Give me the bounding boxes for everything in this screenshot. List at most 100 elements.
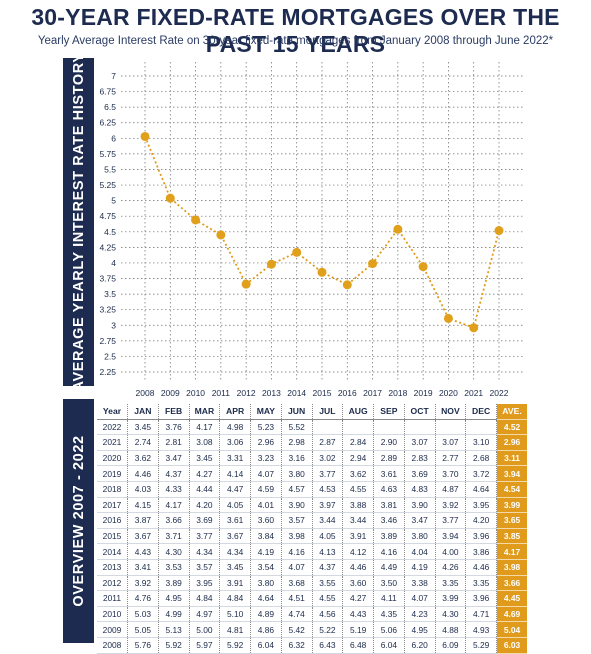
rate-cell: 3.66 (158, 512, 190, 529)
rate-cell: 5.03 (127, 606, 159, 623)
rate-cell: 3.07 (404, 434, 436, 451)
rate-cell: 3.16 (281, 450, 313, 467)
month-column-header: JAN (127, 404, 159, 420)
average-cell: 6.03 (496, 637, 527, 654)
rate-cell: 3.89 (373, 528, 405, 545)
rate-cell: 4.27 (342, 590, 374, 607)
table-row: 2014 4.43 4.30 4.34 4.34 4.19 4.16 4.13 4.12 4.16… (97, 543, 527, 560)
x-tick-label: 2017 (363, 388, 382, 398)
x-tick-label: 2008 (136, 388, 155, 398)
month-column-header: APR (219, 404, 251, 420)
rate-cell: 5.29 (465, 637, 497, 654)
data-point (443, 313, 453, 323)
rate-cell: 4.07 (281, 559, 313, 576)
rate-cell (373, 419, 405, 436)
rate-cell: 3.06 (219, 434, 251, 451)
rate-cell: 4.49 (373, 559, 405, 576)
data-point (191, 215, 201, 225)
year-cell: 2010 (97, 606, 128, 623)
month-column-header: AUG (342, 404, 374, 420)
y-tick-label: 5.75 (99, 149, 116, 159)
rate-cell: 3.77 (189, 528, 221, 545)
rate-cell: 4.57 (281, 481, 313, 498)
rate-cell: 3.67 (219, 528, 251, 545)
rate-cell: 4.14 (219, 465, 251, 482)
y-tick-label: 2.25 (99, 367, 116, 377)
rate-cell: 2.81 (158, 434, 190, 451)
y-tick-label: 4.5 (104, 227, 116, 237)
rate-cell: 4.01 (250, 497, 282, 514)
rate-cell: 3.77 (312, 465, 344, 482)
x-tick-label: 2022 (490, 388, 509, 398)
y-tick-label: 7 (111, 71, 116, 81)
rate-cell (342, 419, 374, 436)
rate-cell: 3.84 (250, 528, 282, 545)
year-cell: 2020 (97, 450, 128, 467)
table-side-banner: OVERVIEW 2007 - 2022 (63, 399, 94, 643)
year-cell: 2012 (97, 575, 128, 592)
month-column-header: FEB (158, 404, 190, 420)
rate-cell: 4.19 (250, 543, 282, 560)
x-tick-label: 2013 (262, 388, 281, 398)
data-point (393, 224, 403, 234)
y-tick-label: 4.75 (99, 211, 116, 221)
series-line (144, 136, 500, 329)
data-point (165, 193, 175, 203)
year-cell: 2011 (97, 590, 128, 607)
rate-cell: 4.84 (189, 590, 221, 607)
year-cell: 2021 (97, 434, 128, 451)
table-row: 2013 3.41 3.53 3.57 3.45 3.54 4.07 4.37 4.46 4.49… (97, 559, 527, 576)
data-point (140, 131, 150, 141)
y-tick-label: 6.25 (99, 118, 116, 128)
rate-cell: 4.53 (312, 481, 344, 498)
rate-cell: 4.81 (219, 621, 251, 638)
rate-cell: 4.20 (189, 497, 221, 514)
average-cell: 4.45 (496, 590, 527, 607)
rate-cell: 3.53 (158, 559, 190, 576)
rate-cell: 4.23 (404, 606, 436, 623)
rate-cell: 5.22 (312, 621, 344, 638)
rate-cell: 3.61 (373, 465, 405, 482)
rate-cell: 6.32 (281, 637, 313, 654)
x-tick-label: 2015 (313, 388, 332, 398)
month-column-header: OCT (404, 404, 436, 420)
average-cell: 5.04 (496, 621, 527, 638)
rate-cell: 5.19 (342, 621, 374, 638)
data-point (317, 267, 327, 277)
rate-cell: 3.02 (312, 450, 344, 467)
y-tick-label: 3.5 (104, 289, 116, 299)
rate-cell: 3.47 (404, 512, 436, 529)
y-tick-label: 2.75 (99, 336, 116, 346)
rate-cell: 4.55 (312, 590, 344, 607)
y-tick-label: 5 (111, 196, 116, 206)
rate-cell: 3.46 (373, 512, 405, 529)
month-column-header: JUL (312, 404, 344, 420)
rate-cell: 5.05 (127, 621, 159, 638)
rate-cell: 4.74 (281, 606, 313, 623)
rate-cell: 6.48 (342, 637, 374, 654)
average-cell: 3.98 (496, 559, 527, 576)
rate-cell: 3.97 (312, 497, 344, 514)
y-tick-label: 5.5 (104, 164, 116, 174)
rate-cell: 3.95 (465, 497, 497, 514)
line-chart: 2.25 2.5 2.75 3 3.25 3.5 3.75 4 4.25 4.5 4.75 5 5.25… (99, 62, 523, 398)
rate-cell: 4.93 (465, 621, 497, 638)
rate-cell: 4.30 (435, 606, 467, 623)
rate-cell: 3.88 (342, 497, 374, 514)
year-cell: 2015 (97, 528, 128, 545)
rate-cell: 3.41 (127, 559, 159, 576)
rate-cell: 3.38 (404, 575, 436, 592)
rate-cell: 3.87 (127, 512, 159, 529)
rate-cell: 3.60 (342, 575, 374, 592)
rate-cell: 4.46 (465, 559, 497, 576)
rate-cell: 3.23 (250, 450, 282, 467)
rate-cell: 3.35 (435, 575, 467, 592)
rate-cell: 4.87 (435, 481, 467, 498)
rate-cell: 4.97 (189, 606, 221, 623)
rate-cell: 3.96 (465, 590, 497, 607)
average-cell: 4.54 (496, 481, 527, 498)
rate-cell: 3.77 (435, 512, 467, 529)
rate-cell: 6.20 (404, 637, 436, 654)
x-tick-label: 2014 (287, 388, 306, 398)
x-tick-label: 2019 (414, 388, 433, 398)
